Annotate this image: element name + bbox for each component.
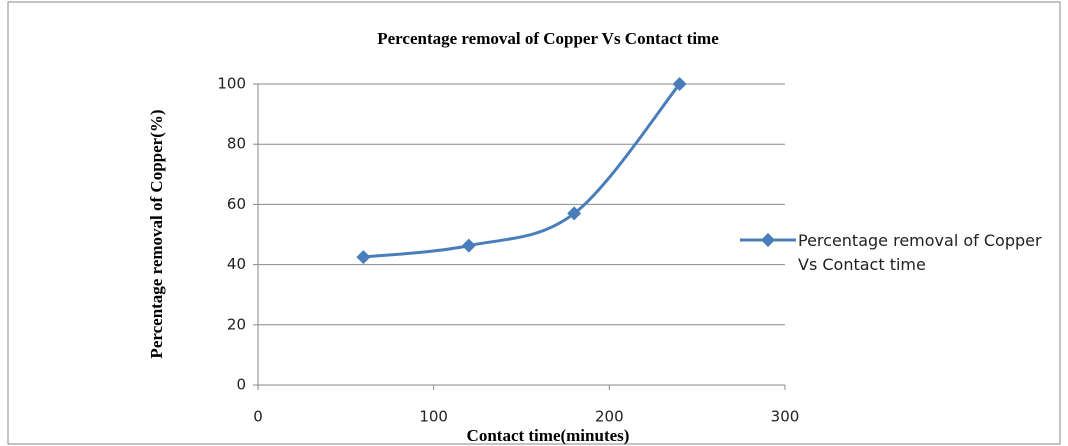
data-point — [672, 77, 687, 91]
chart-title: Percentage removal of Copper Vs Contact … — [377, 29, 719, 48]
x-tick-label: 100 — [419, 408, 448, 426]
chart-border — [7, 1, 1061, 445]
data-point — [356, 250, 371, 265]
legend-label: Percentage removal of Copper Vs Contact … — [798, 231, 1042, 274]
x-tick-label: 0 — [253, 408, 263, 426]
y-tick-label: 0 — [236, 376, 246, 394]
data-point — [461, 238, 476, 253]
y-tick-label: 100 — [217, 75, 246, 93]
data-point — [567, 206, 582, 221]
legend-marker — [761, 233, 775, 247]
y-tick-label: 40 — [227, 255, 246, 273]
x-tick-label: 300 — [771, 408, 800, 426]
y-tick-label: 80 — [227, 135, 246, 153]
y-tick-label: 20 — [227, 315, 246, 333]
series-line — [363, 83, 681, 259]
y-axis-label: Percentage removal of Copper(%) — [147, 109, 166, 358]
x-axis-label: Contact time(minutes) — [467, 426, 630, 445]
y-tick-label: 60 — [227, 195, 246, 213]
x-tick-label: 200 — [595, 408, 624, 426]
